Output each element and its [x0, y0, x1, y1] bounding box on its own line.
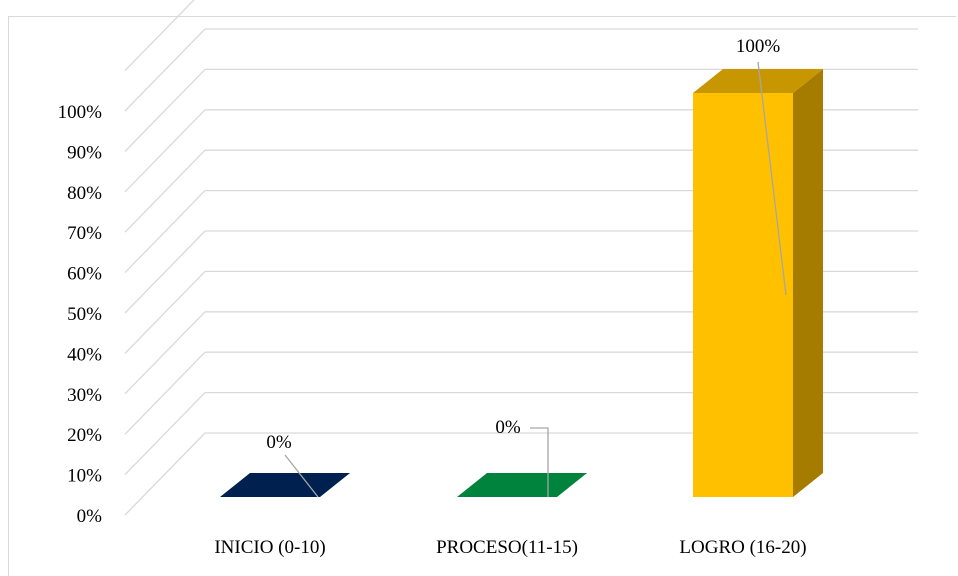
data-label: 0%	[266, 432, 292, 453]
grid-diagonal	[124, 28, 206, 112]
x-tick-label: LOGRO (16-20)	[679, 537, 806, 558]
y-tick-label: 100%	[58, 102, 103, 123]
y-tick-label: 90%	[67, 142, 102, 163]
y-tick-label: 30%	[67, 385, 102, 406]
data-label: 100%	[736, 36, 781, 57]
y-tick-label: 10%	[67, 466, 102, 487]
leader-line	[284, 454, 319, 498]
bar	[457, 473, 587, 497]
bar-top	[693, 69, 823, 93]
chart-frame	[8, 16, 956, 576]
grid-diagonal	[124, 149, 206, 233]
grid-diagonal	[124, 311, 206, 395]
grid-diagonal	[124, 190, 206, 274]
bar-side	[793, 69, 823, 497]
y-tick-label: 70%	[67, 223, 102, 244]
grid-diagonal	[124, 392, 206, 476]
y-tick-label: 60%	[67, 264, 102, 285]
grid-diagonal	[124, 351, 206, 435]
x-tick-label: INICIO (0-10)	[214, 537, 325, 558]
y-tick-label: 40%	[67, 344, 102, 365]
grid-diagonal	[124, 432, 206, 516]
grid-diagonal	[124, 109, 206, 193]
y-tick-label: 50%	[67, 304, 102, 325]
leader-line	[530, 427, 549, 497]
y-tick-label: 20%	[67, 425, 102, 446]
grid-diagonal	[124, 270, 206, 354]
bar	[693, 93, 793, 497]
y-tick-label: 0%	[77, 506, 103, 527]
x-tick-label: PROCESO(11-15)	[436, 537, 578, 558]
data-label: 0%	[495, 417, 521, 438]
bar	[220, 473, 350, 497]
leader-line	[757, 61, 787, 296]
y-tick-label: 80%	[67, 183, 102, 204]
grid-diagonal	[124, 230, 206, 314]
grid-diagonal	[124, 0, 195, 72]
grid-diagonal	[124, 68, 206, 152]
